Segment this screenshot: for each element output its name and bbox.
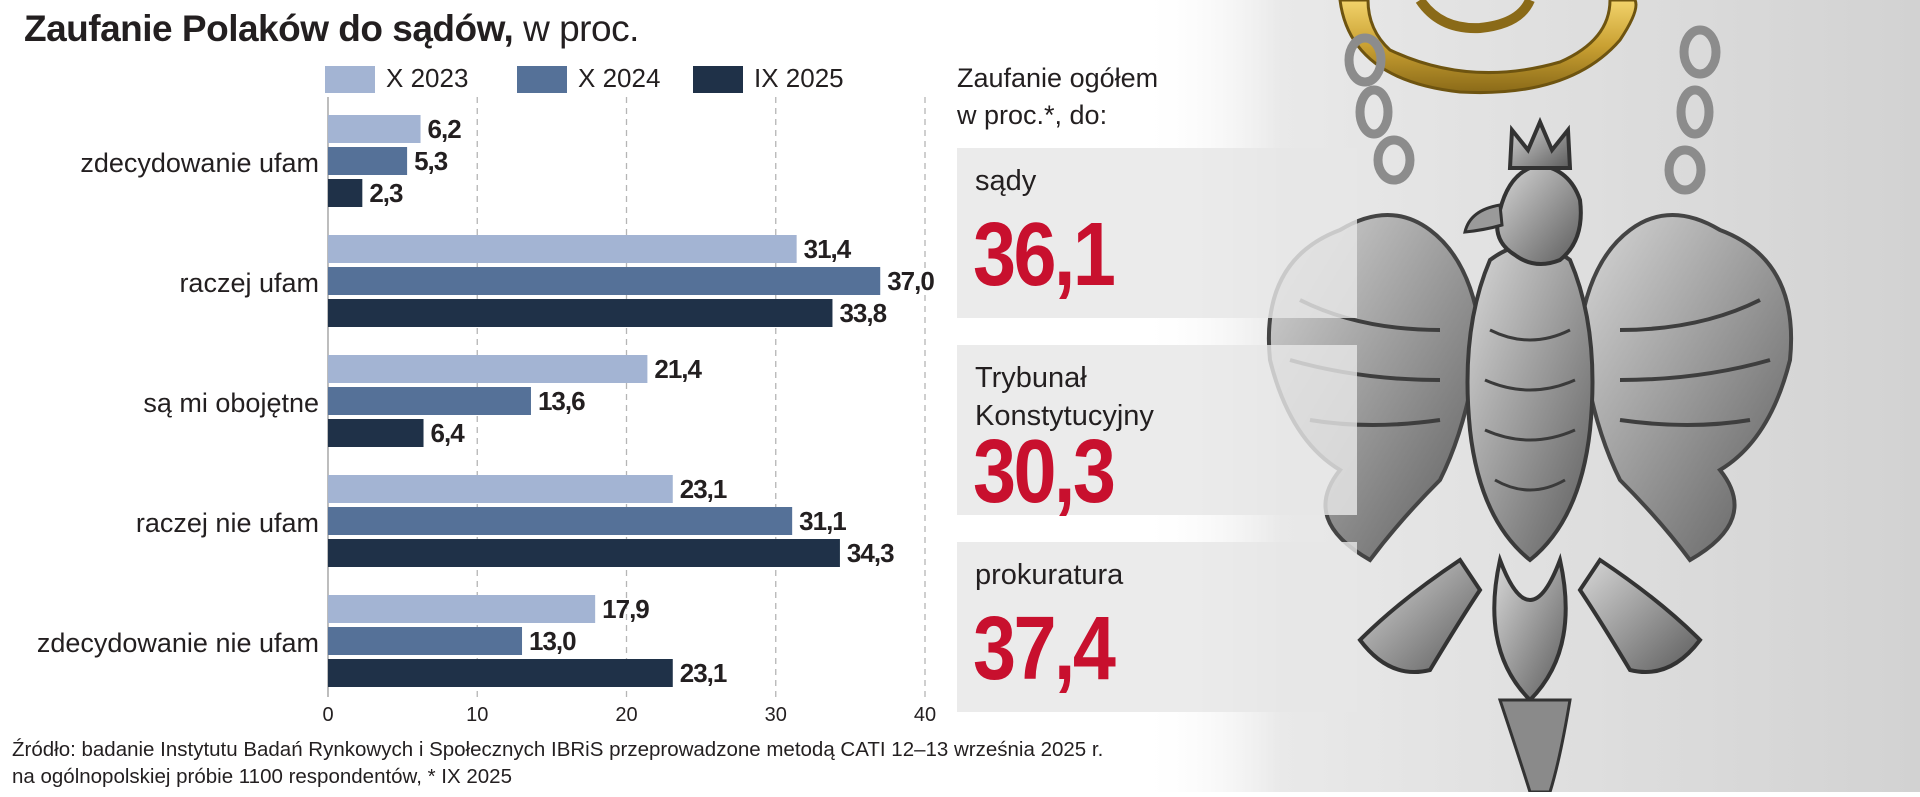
total-label: prokuratura (975, 556, 1335, 594)
category-label: raczej ufam (179, 268, 319, 298)
totals-heading: Zaufanie ogółem w proc.*, do: (957, 60, 1257, 134)
category-label: raczej nie ufam (136, 508, 319, 538)
total-box-prosecution: prokuratura 37,4 (957, 542, 1357, 712)
bar (328, 539, 840, 567)
total-box-constitutional-tribunal: Trybunał Konstytucyjny 30,3 (957, 345, 1357, 522)
bar-value-label: 33,8 (839, 298, 886, 328)
bar-value-label: 31,4 (804, 234, 852, 264)
chart-title-main: Zaufanie Polaków do sądów, (24, 8, 514, 49)
bar-value-label: 23,1 (680, 658, 727, 688)
total-value: 37,4 (973, 599, 1116, 699)
total-box-courts: sądy 36,1 (957, 148, 1357, 318)
bar-value-label: 6,4 (431, 418, 466, 448)
source-note: Źródło: badanie Instytutu Badań Rynkowyc… (12, 736, 1142, 790)
totals-heading-line1: Zaufanie ogółem (957, 63, 1159, 93)
bar-value-label: 5,3 (414, 146, 448, 176)
total-label-line2: Konstytucyjny (975, 400, 1154, 432)
legend-swatch (325, 66, 375, 93)
bar (328, 419, 424, 447)
x-tick-label: 40 (914, 704, 936, 726)
bar (328, 299, 833, 327)
bar-value-label: 31,1 (799, 506, 846, 536)
x-tick-label: 30 (765, 704, 787, 726)
bar (328, 235, 797, 263)
bar (328, 115, 421, 143)
bar-value-label: 34,3 (847, 538, 894, 568)
total-label: sądy (975, 162, 1335, 200)
bar (328, 659, 673, 687)
source-line1: Źródło: badanie Instytutu Badań Rynkowyc… (12, 738, 1104, 761)
bar-value-label: 13,6 (538, 386, 585, 416)
bar (328, 355, 648, 383)
x-tick-label: 0 (322, 704, 333, 726)
bar (328, 387, 531, 415)
total-label-line1: prokuratura (975, 559, 1124, 591)
source-line2: na ogólnopolskiej próbie 1100 respondent… (12, 765, 512, 788)
bar (328, 595, 596, 623)
bar-value-label: 13,0 (529, 626, 576, 656)
bar-value-label: 37,0 (887, 266, 934, 296)
legend-swatch (517, 66, 567, 93)
bar (328, 507, 793, 535)
bar-value-label: 2,3 (369, 178, 403, 208)
legend-swatch (693, 66, 743, 93)
bar (328, 475, 673, 503)
total-label-line1: Trybunał (975, 362, 1087, 394)
bar (328, 267, 881, 295)
total-label-line1: sądy (975, 165, 1037, 197)
total-label: Trybunał Konstytucyjny (975, 359, 1335, 435)
total-value: 36,1 (973, 205, 1116, 305)
bar (328, 627, 523, 655)
category-label: zdecydowanie nie ufam (37, 628, 319, 658)
bar (328, 179, 363, 207)
category-label: są mi obojętne (143, 388, 319, 418)
category-label: zdecydowanie ufam (80, 148, 319, 178)
bar-value-label: 21,4 (654, 354, 702, 384)
bar (328, 147, 408, 175)
bar-value-label: 17,9 (602, 594, 649, 624)
legend-label: X 2024 (578, 63, 660, 93)
legend-label: X 2023 (386, 63, 468, 93)
bar-chart: 0 10 20 30 40 X 2023 X 2024 IX 2025 6,25,3 2,3 zde… (37, 63, 936, 726)
totals-heading-line2: w proc.*, do: (957, 100, 1108, 130)
bar-value-label: 23,1 (680, 474, 727, 504)
total-value: 30,3 (973, 422, 1116, 522)
x-tick-label: 20 (615, 704, 637, 726)
chart-title: Zaufanie Polaków do sądów, w proc. (24, 4, 639, 54)
x-tick-label: 10 (466, 704, 488, 726)
legend-label: IX 2025 (754, 63, 844, 93)
chart-title-unit: w proc. (523, 8, 639, 49)
bar-value-label: 6,2 (428, 114, 462, 144)
